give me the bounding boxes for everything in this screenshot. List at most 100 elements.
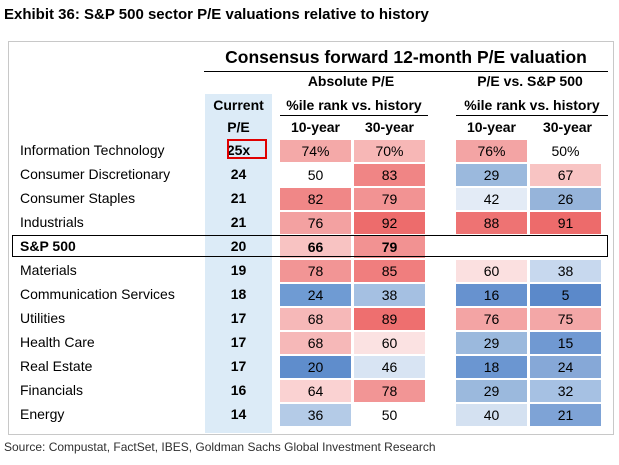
pctile-cell-abs30: 79 [354,236,425,258]
pctile-cell-rel30: 5 [530,284,601,306]
pctile-cell-rel10: 76 [456,308,527,330]
sector-label: Materials [20,262,77,278]
current-pe-value: 21 [230,190,247,206]
pctile-cell-rel30: 38 [530,260,601,282]
sector-label: Industrials [20,214,84,230]
pctile-cell-abs30: 89 [354,308,425,330]
pctile-cell-abs10: 24 [280,284,351,306]
rel-30y-header: 30-year [542,119,593,135]
pctile-cell-rel30: 15 [530,332,601,354]
pctile-cell-abs30: 38 [354,284,425,306]
table-row: Energy 14 36 50 40 21 [12,403,608,427]
pctile-cell-rel10 [456,236,527,258]
pctile-cell-abs30: 92 [354,212,425,234]
table-row: Consumer Discretionary 24 50 83 29 67 [12,163,608,187]
sector-label: Consumer Discretionary [20,166,171,182]
current-pe-value: 18 [230,286,247,302]
pctile-cell-abs10: 74% [280,140,351,162]
pctile-cell-rel10: 40 [456,404,527,426]
info-tech-pe-highlight [227,139,267,159]
current-pe-value: 17 [230,334,247,350]
current-header-line2: P/E [227,119,250,135]
pctile-cell-abs30: 79 [354,188,425,210]
pctile-cell-rel30: 91 [530,212,601,234]
sector-label: Utilities [20,310,66,326]
current-pe-value: 19 [230,262,247,278]
sector-label: Information Technology [20,142,165,158]
table-subtitle: Consensus forward 12-month P/E valuation [225,47,587,67]
pctile-cell-rel30: 24 [530,356,601,378]
sector-label: Health Care [20,334,95,350]
subtitle-underline [204,71,608,72]
pctile-cell-rel30: 50% [530,140,601,162]
pctile-cell-rel10: 16 [456,284,527,306]
abs-10y-header: 10-year [290,119,341,135]
rel-pctile-header: %ile rank vs. history [464,97,600,113]
pctile-cell-rel10: 18 [456,356,527,378]
pctile-cell-abs30: 78 [354,380,425,402]
pctile-cell-rel30: 21 [530,404,601,426]
exhibit-title: Exhibit 36: S&P 500 sector P/E valuation… [4,6,429,23]
pctile-cell-abs30: 50 [354,404,425,426]
current-pe-value: 21 [230,214,247,230]
pctile-cell-rel30: 32 [530,380,601,402]
pctile-cell-rel10: 76% [456,140,527,162]
pctile-cell-abs10: 50 [280,164,351,186]
pctile-cell-abs30: 85 [354,260,425,282]
pctile-cell-rel10: 88 [456,212,527,234]
pctile-cell-abs10: 64 [280,380,351,402]
table-row: Materials 19 78 85 60 38 [12,259,608,283]
pctile-cell-rel30 [530,236,601,258]
current-pe-value: 17 [230,310,247,326]
rel-10y-header: 10-year [466,119,517,135]
sector-label: Energy [20,406,65,422]
pctile-cell-abs30: 83 [354,164,425,186]
pctile-cell-abs10: 66 [280,236,351,258]
table-row: Utilities 17 68 89 76 75 [12,307,608,331]
sector-label: Financials [20,382,84,398]
absolute-pe-header: Absolute P/E [307,73,395,89]
table-row: S&P 500 20 66 79 [12,235,608,259]
table-row: Communication Services 18 24 38 16 5 [12,283,608,307]
pctile-cell-rel30: 67 [530,164,601,186]
abs-30y-header: 30-year [364,119,415,135]
pctile-cell-rel30: 75 [530,308,601,330]
pctile-cell-abs30: 70% [354,140,425,162]
current-pe-value: 16 [230,382,247,398]
abs-pctile-underline [280,115,428,116]
pctile-cell-rel30: 26 [530,188,601,210]
current-pe-value: 17 [230,358,247,374]
pctile-cell-rel10: 42 [456,188,527,210]
pctile-cell-abs10: 76 [280,212,351,234]
current-pe-value: 24 [230,166,247,182]
source-note: Source: Compustat, FactSet, IBES, Goldma… [4,440,436,454]
table-row: Financials 16 64 78 29 32 [12,379,608,403]
abs-pctile-header: %ile rank vs. history [286,97,422,113]
pctile-cell-rel10: 29 [456,332,527,354]
relative-pe-header: P/E vs. S&P 500 [477,73,583,89]
sp500-row-outline [12,235,608,257]
pctile-cell-abs10: 82 [280,188,351,210]
pctile-cell-rel10: 29 [456,380,527,402]
pctile-cell-abs10: 68 [280,308,351,330]
current-pe-column-shade [205,94,272,433]
table-frame [8,41,614,435]
table-row: Information Technology 25x 74% 70% 76% 50% [12,139,608,163]
pctile-cell-abs30: 46 [354,356,425,378]
pctile-cell-abs10: 78 [280,260,351,282]
table-row: Industrials 21 76 92 88 91 [12,211,608,235]
pctile-cell-abs10: 36 [280,404,351,426]
sector-label: Real Estate [20,358,93,374]
table-row: Real Estate 17 20 46 18 24 [12,355,608,379]
pctile-cell-abs10: 20 [280,356,351,378]
current-pe-value: 14 [230,406,247,422]
rel-pctile-underline [456,115,608,116]
sector-label: Consumer Staples [20,190,136,206]
pctile-cell-abs10: 68 [280,332,351,354]
current-header-line1: Current [213,97,264,113]
pctile-cell-rel10: 60 [456,260,527,282]
sector-label: S&P 500 [20,238,76,254]
table-row: Consumer Staples 21 82 79 42 26 [12,187,608,211]
pctile-cell-abs30: 60 [354,332,425,354]
current-pe-value: 20 [230,238,247,254]
